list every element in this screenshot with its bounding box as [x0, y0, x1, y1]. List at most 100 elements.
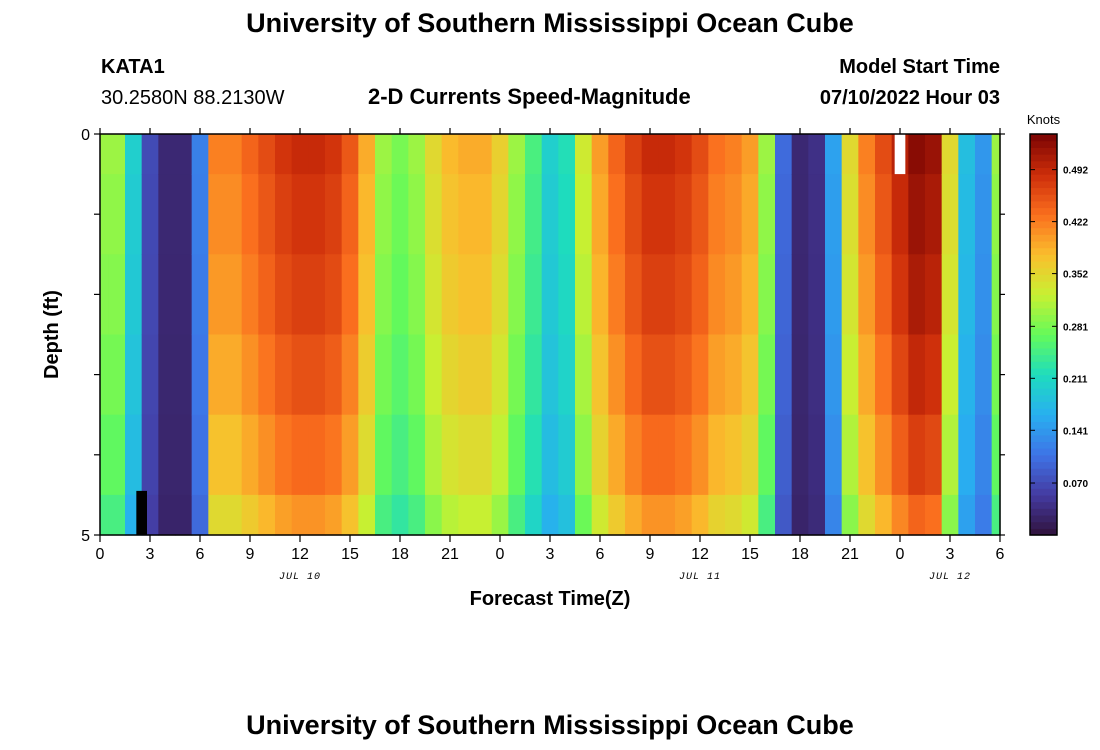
heatmap-cell — [575, 494, 593, 536]
heatmap-cell — [558, 254, 576, 336]
heatmap-cell — [658, 414, 676, 496]
heatmap-cell — [958, 414, 976, 496]
colorbar-segment — [1030, 414, 1057, 422]
heatmap-cell — [808, 494, 826, 536]
heatmap-cells — [100, 134, 1001, 536]
heatmap-cell — [308, 254, 326, 336]
heatmap-cell — [775, 494, 793, 536]
colorbar-segment — [1030, 334, 1057, 342]
heatmap-cell — [991, 414, 1001, 496]
heatmap-cell — [175, 254, 193, 336]
heatmap-cell — [608, 334, 626, 416]
colorbar-segment — [1030, 408, 1057, 416]
heatmap-cell — [525, 494, 543, 536]
heatmap-cell — [591, 494, 609, 536]
heatmap-cell — [725, 134, 743, 175]
heatmap-cell — [491, 414, 509, 496]
heatmap-cell — [491, 134, 509, 175]
heatmap-cell — [391, 174, 409, 255]
heatmap-cell — [658, 174, 676, 255]
heatmap-cell — [408, 414, 426, 496]
y-axis-label: Depth (ft) — [41, 290, 63, 379]
heatmap-cell — [625, 254, 643, 336]
heatmap-cell — [208, 494, 226, 536]
colorbar-segment — [1030, 234, 1057, 242]
heatmap-cell — [991, 254, 1001, 336]
colorbar-segment — [1030, 140, 1057, 148]
heatmap-cell — [391, 334, 409, 416]
y-tick-label: 5 — [81, 528, 90, 545]
heatmap-cell — [591, 334, 609, 416]
colorbar-segment — [1030, 154, 1057, 162]
heatmap-cell — [675, 334, 693, 416]
station-id: KATA1 — [101, 56, 165, 78]
heatmap-cell — [541, 254, 559, 336]
heatmap-cell — [191, 494, 209, 536]
x-tick-label: 6 — [196, 546, 205, 563]
colorbar-segment — [1030, 421, 1057, 429]
heatmap-cell — [758, 254, 776, 336]
heatmap-cell — [758, 414, 776, 496]
heatmap-cell — [675, 174, 693, 255]
heatmap-cell — [541, 414, 559, 496]
date-label: JUL 10 — [279, 572, 321, 583]
heatmap-cell — [458, 414, 476, 496]
heatmap-cell — [275, 414, 293, 496]
heatmap-cell — [941, 334, 959, 416]
colorbar-segment — [1030, 301, 1057, 309]
heatmap-cell — [375, 134, 393, 175]
heatmap-cell — [791, 174, 809, 255]
heatmap-cell — [708, 174, 726, 255]
colorbar-segment — [1030, 474, 1057, 483]
axis-ticks: 0 3 6 9 12 15 18 21 0 3 6 9 12 15 18 21 0 3 6 JUL 10 JUL 11 J… — [81, 127, 1005, 583]
heatmap-cell — [908, 334, 926, 416]
heatmap-cell — [791, 414, 809, 496]
heatmap-cell — [141, 334, 159, 416]
heatmap-cell — [891, 254, 909, 336]
heatmap-cell — [191, 134, 209, 175]
heatmap-cell — [908, 174, 926, 255]
colorbar-segment — [1030, 207, 1057, 215]
heatmap-cell — [608, 414, 626, 496]
heatmap-cell — [558, 334, 576, 416]
heatmap-cell — [391, 134, 409, 175]
heatmap-cell — [391, 494, 409, 536]
heatmap-cell — [991, 174, 1001, 255]
heatmap-cell — [291, 254, 309, 336]
colorbar: 0.070 0.141 0.211 0.281 0.352 0.422 0.492 — [1029, 133, 1088, 536]
colorbar-segment — [1030, 521, 1057, 529]
heatmap-cell — [158, 174, 176, 255]
colorbar-segment — [1030, 307, 1057, 316]
heatmap-cell — [208, 174, 226, 255]
heatmap-cell — [508, 134, 526, 175]
heatmap-cell — [591, 254, 609, 336]
heatmap-cell — [125, 334, 143, 416]
heatmap-cell — [175, 334, 193, 416]
heatmap-cell — [241, 494, 259, 536]
colorbar-tick-label: 0.422 — [1063, 218, 1088, 229]
heatmap-cell — [175, 174, 193, 255]
heatmap-cell — [791, 134, 809, 175]
x-tick-label: 3 — [946, 546, 955, 563]
heatmap-cell — [575, 174, 593, 255]
heatmap-cell — [441, 254, 459, 336]
heatmap-cell — [325, 134, 343, 175]
heatmap-cell — [941, 254, 959, 336]
heatmap-cell — [541, 494, 559, 536]
heatmap-cell — [291, 494, 309, 536]
heatmap-cell — [858, 494, 876, 536]
heatmap-cell — [791, 494, 809, 536]
heatmap-cell — [175, 414, 193, 496]
heatmap-cell — [741, 174, 759, 255]
heatmap-cell — [375, 414, 393, 496]
heatmap-cell — [325, 334, 343, 416]
heatmap-cell — [258, 134, 276, 175]
heatmap-cell — [358, 174, 376, 255]
heatmap-cell — [975, 134, 993, 175]
heatmap-cell — [541, 334, 559, 416]
colorbar-segment — [1030, 194, 1057, 202]
heatmap-cell — [525, 134, 543, 175]
heatmap-cell — [325, 254, 343, 336]
heatmap-cell — [458, 494, 476, 536]
heatmap-cell — [758, 174, 776, 255]
